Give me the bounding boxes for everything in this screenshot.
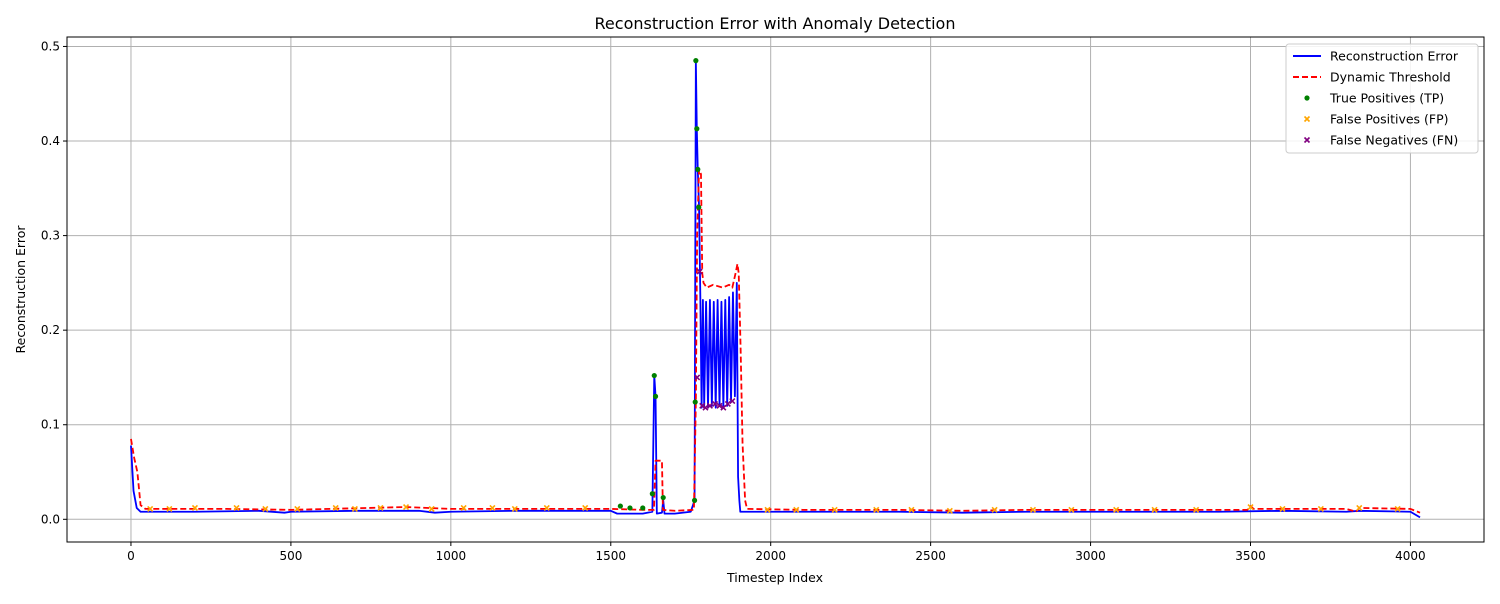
legend-label-reconstruction-error: Reconstruction Error [1330, 49, 1459, 64]
true-positive-marker [660, 494, 666, 501]
false-positive-marker [511, 505, 518, 512]
true-positive-marker [651, 372, 657, 379]
true-positive-marker [695, 166, 701, 172]
false-positive-marker [831, 506, 838, 513]
plot-layer [130, 58, 1421, 519]
reconstruction-error-line [130, 59, 1421, 519]
true-positive-marker [694, 126, 700, 132]
false-positive-marker [1193, 506, 1200, 513]
false-positive-marker [460, 504, 467, 512]
true-positive-marker [691, 497, 698, 503]
chart-title: Reconstruction Error with Anomaly Detect… [595, 14, 956, 33]
false-positive-marker [1113, 506, 1120, 513]
legend-swatch-true-positives [1304, 95, 1310, 101]
true-positive-marker [617, 503, 623, 509]
false-positive-marker [1317, 505, 1324, 512]
x-tick-label: 1000 [436, 549, 467, 563]
false-negative-marker [729, 398, 736, 405]
false-positive-marker [764, 506, 771, 513]
x-tick-label: 4000 [1395, 549, 1426, 563]
false-positive-marker [147, 505, 154, 512]
true-positive-marker [652, 393, 659, 399]
true-positive-marker [692, 399, 698, 405]
legend-swatch-false-positives [1303, 115, 1311, 123]
false-positive-marker [873, 506, 880, 513]
legend-label-true-positives: True Positives (TP) [1329, 91, 1444, 106]
x-tick-label: 3000 [1075, 549, 1106, 563]
false-positive-marker [489, 504, 496, 512]
false-positive-marker [191, 504, 199, 512]
grid-layer [67, 37, 1484, 542]
false-positive-marker [262, 505, 269, 512]
y-tick-label: 0.2 [41, 323, 60, 337]
false-positive-marker [793, 506, 800, 513]
y-tick-label: 0.1 [41, 418, 60, 432]
false-positive-marker [428, 505, 435, 512]
false-positive-marker [991, 506, 998, 513]
false-negative-marker [706, 402, 713, 409]
y-tick-label: 0.3 [41, 229, 60, 243]
dynamic-threshold-line [130, 168, 1421, 514]
x-axis-label: Timestep Index [726, 570, 823, 585]
false-negative-marker [702, 404, 709, 411]
false-negative-marker [696, 268, 703, 275]
false-positive-marker [377, 504, 384, 512]
false-positive-marker [1279, 505, 1286, 512]
legend-label-false-negatives: False Negatives (FN) [1330, 133, 1458, 148]
false-negative-marker [716, 402, 723, 409]
true-positive-marker [649, 491, 655, 497]
legend: Reconstruction Error Dynamic Threshold T… [1285, 43, 1479, 154]
false-positive-marker [233, 504, 240, 512]
legend-swatch-false-negatives [1303, 136, 1311, 144]
legend-label-dynamic-threshold: Dynamic Threshold [1330, 70, 1451, 85]
x-tick-label: 2000 [755, 549, 786, 563]
false-positive-marker [294, 505, 301, 512]
false-positive-marker [402, 503, 410, 511]
false-positive-marker [332, 504, 339, 512]
false-positive-marker [543, 504, 550, 512]
false-positive-marker [1029, 506, 1037, 513]
false-negative-marker [711, 400, 719, 407]
false-positive-marker [582, 504, 589, 512]
false-positive-marker [1394, 505, 1401, 512]
false-positive-marker [166, 505, 173, 512]
false-negative-marker [694, 374, 701, 381]
y-axis-label: Reconstruction Error [13, 225, 28, 354]
false-negative-marker [699, 402, 706, 409]
true-positive-marker [627, 505, 633, 511]
x-tick-label: 3500 [1235, 549, 1266, 563]
legend-box [1285, 43, 1479, 154]
plot-frame [66, 36, 1485, 543]
false-positive-marker [351, 505, 358, 512]
x-tick-label: 500 [279, 549, 302, 563]
false-positive-marker [946, 507, 953, 514]
x-tick-label: 2500 [915, 549, 946, 563]
false-positive-marker [1247, 503, 1254, 511]
tick-layer: 0 500 1000 1500 2000 2500 3000 3500 4000 0.0 0.1 0.… [41, 39, 1426, 563]
legend-label-false-positives: False Positives (FP) [1330, 112, 1449, 127]
true-positive-marker [696, 204, 702, 210]
x-tick-label: 0 [127, 549, 135, 563]
y-tick-label: 0.4 [41, 134, 60, 148]
false-positive-marker [1068, 506, 1075, 513]
false-positive-marker [1151, 506, 1158, 513]
y-tick-label: 0.5 [41, 39, 60, 53]
y-tick-label: 0.0 [41, 512, 60, 526]
x-tick-label: 1500 [595, 549, 626, 563]
true-positive-marker [693, 58, 699, 64]
false-positive-marker [1356, 504, 1363, 512]
false-negative-marker [724, 400, 731, 407]
true-positive-marker [640, 505, 646, 511]
false-positive-marker [908, 506, 915, 513]
